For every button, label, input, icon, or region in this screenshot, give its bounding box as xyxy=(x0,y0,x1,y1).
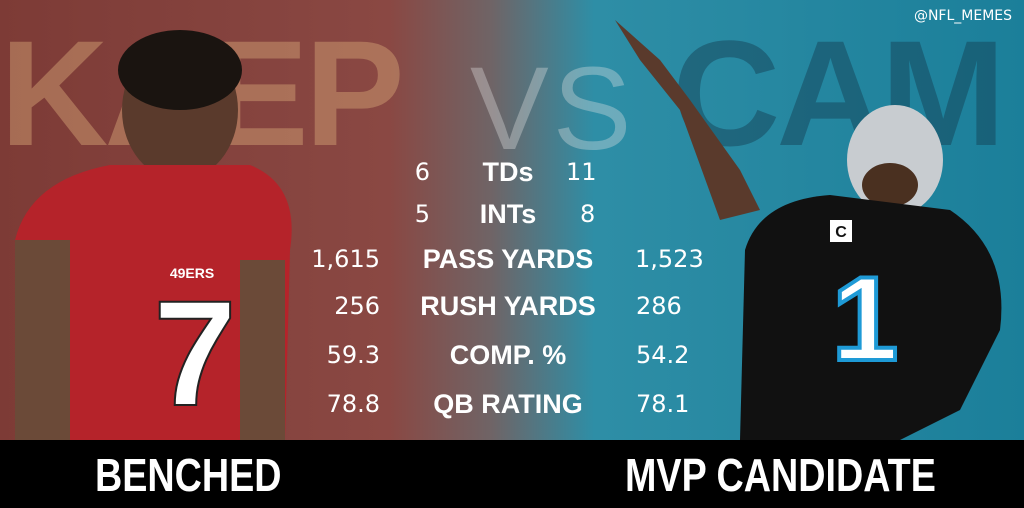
stat-label: TDs xyxy=(482,157,534,187)
versus: VS xyxy=(470,43,636,175)
right-name: CAM xyxy=(672,9,1006,177)
stat-label: INTs xyxy=(479,199,537,229)
jersey-number: 1 xyxy=(832,252,899,386)
right-value: 8 xyxy=(580,200,596,228)
left-value: 78.8 xyxy=(326,390,380,418)
stat-label: COMP. % xyxy=(449,340,567,370)
left-value: 1,615 xyxy=(311,245,380,273)
left-value: 5 xyxy=(414,200,430,228)
arm xyxy=(615,20,760,220)
stat-label: QB RATING xyxy=(433,389,583,419)
jersey xyxy=(15,165,292,440)
patch-text: C xyxy=(835,224,847,241)
right-verdict: MVP CANDIDATE xyxy=(625,449,936,501)
right-value: 78.1 xyxy=(636,390,690,418)
jersey xyxy=(740,195,1002,440)
right-value: 1,523 xyxy=(635,245,704,273)
team-text: 49ERS xyxy=(170,265,214,281)
right-value: 11 xyxy=(566,158,597,186)
stat-label: RUSH YARDS xyxy=(420,291,596,321)
left-value: 59.3 xyxy=(326,341,380,369)
captain-patch xyxy=(830,220,852,242)
left-value: 256 xyxy=(334,292,380,320)
face xyxy=(862,163,918,207)
watermark: @NFL_MEMES xyxy=(913,8,1012,24)
players: 49ERS 7 C 1 xyxy=(15,20,1002,440)
jersey-number: 7 xyxy=(153,269,236,437)
right-value: 54.2 xyxy=(636,341,690,369)
arm xyxy=(240,260,285,440)
left-verdict: BENCHED xyxy=(95,449,282,501)
stat-label: PASS YARDS xyxy=(422,244,594,274)
right-value: 286 xyxy=(636,292,682,320)
arm xyxy=(15,240,70,440)
hair xyxy=(118,30,242,110)
left-value: 6 xyxy=(414,158,430,186)
footer-bar: BENCHED MVP CANDIDATE xyxy=(0,440,1024,508)
